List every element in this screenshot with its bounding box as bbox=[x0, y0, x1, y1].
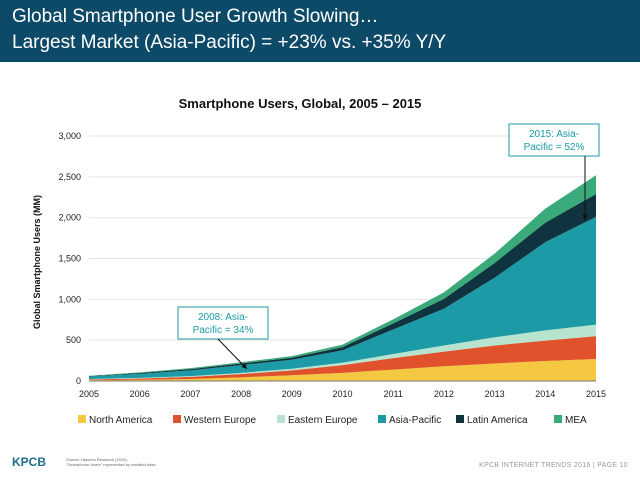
legend-swatch bbox=[456, 415, 464, 423]
x-tick-label: 2013 bbox=[485, 389, 505, 399]
y-tick-label: 2,000 bbox=[58, 213, 81, 223]
legend-label: Western Europe bbox=[184, 415, 257, 426]
x-tick-label: 2008 bbox=[231, 389, 251, 399]
stacked-area-chart: Smartphone Users, Global, 2005 – 2015 Gl… bbox=[32, 96, 606, 426]
annotation-text: Pacific = 34% bbox=[193, 325, 254, 336]
y-tick-label: 0 bbox=[76, 376, 81, 386]
series-areas bbox=[89, 175, 596, 381]
annotation-box bbox=[508, 123, 600, 157]
annotation-arrow bbox=[217, 338, 248, 370]
page-footer: KPCB INTERNET TRENDS 2016 | PAGE 10 bbox=[479, 462, 628, 469]
legend-label: Latin America bbox=[467, 415, 528, 426]
slide-title: Global Smartphone User Growth Slowing… bbox=[12, 6, 379, 27]
annotation-arrowhead bbox=[241, 363, 247, 369]
area-western-europe bbox=[89, 336, 596, 381]
area-asia-pacific bbox=[89, 216, 596, 379]
x-tick-label: 2005 bbox=[79, 389, 99, 399]
area-north-america bbox=[89, 358, 596, 381]
legend-label: Asia-Pacific bbox=[389, 415, 441, 426]
y-tick-label: 1,500 bbox=[58, 254, 81, 264]
source-note: Source: Hakumo Research (2016). "Smartph… bbox=[66, 457, 157, 467]
legend-label: North America bbox=[89, 415, 153, 426]
slide-subtitle: Largest Market (Asia-Pacific) = +23% vs.… bbox=[12, 32, 447, 53]
x-tick-label: 2014 bbox=[535, 389, 555, 399]
legend-swatch bbox=[173, 415, 181, 423]
logo-text: KPCB bbox=[12, 455, 47, 469]
slide-header: Global Smartphone User Growth Slowing… L… bbox=[0, 0, 640, 62]
annotation-text: 2008: Asia- bbox=[198, 312, 248, 323]
legend-label: MEA bbox=[565, 415, 587, 426]
y-axis-label: Global Smartphone Users (MM) bbox=[32, 195, 42, 329]
axes: 0 500 1,000 1,500 2,000 2,500 3,000 2005 2006 200… bbox=[58, 131, 606, 399]
source-line-1: Source: Hakumo Research (2016). bbox=[66, 457, 128, 462]
x-tick-label: 2009 bbox=[282, 389, 302, 399]
legend-swatch bbox=[78, 415, 86, 423]
grid bbox=[89, 135, 596, 382]
y-tick-label: 2,500 bbox=[58, 172, 81, 182]
legend: North America Western Europe Eastern Europ… bbox=[78, 415, 587, 426]
x-tick-label: 2006 bbox=[130, 389, 150, 399]
y-tick-label: 1,000 bbox=[58, 294, 81, 304]
legend-label: Eastern Europe bbox=[288, 415, 358, 426]
annotation-text: 2015: Asia- bbox=[529, 129, 579, 140]
legend-swatch bbox=[277, 415, 285, 423]
x-tick-label: 2011 bbox=[384, 389, 403, 399]
annotation-text: Pacific = 52% bbox=[524, 142, 585, 153]
chart-title: Smartphone Users, Global, 2005 – 2015 bbox=[179, 96, 422, 111]
x-tick-label: 2015 bbox=[586, 389, 606, 399]
legend-swatch bbox=[378, 415, 386, 423]
annotation-box bbox=[177, 306, 269, 340]
annotation-arrowhead bbox=[582, 214, 588, 220]
x-tick-label: 2007 bbox=[180, 389, 200, 399]
source-line-2: "Smartphone Users" represented by instal… bbox=[66, 462, 157, 467]
kpcb-logo: KPCB bbox=[12, 455, 46, 469]
annotations: 2008: Asia- Pacific = 34% 2015: Asia- Pacif… bbox=[177, 123, 600, 370]
x-tick-label: 2010 bbox=[332, 389, 352, 399]
y-tick-label: 500 bbox=[66, 335, 81, 345]
x-tick-label: 2012 bbox=[434, 389, 454, 399]
y-tick-label: 3,000 bbox=[58, 131, 81, 141]
legend-swatch bbox=[554, 415, 562, 423]
